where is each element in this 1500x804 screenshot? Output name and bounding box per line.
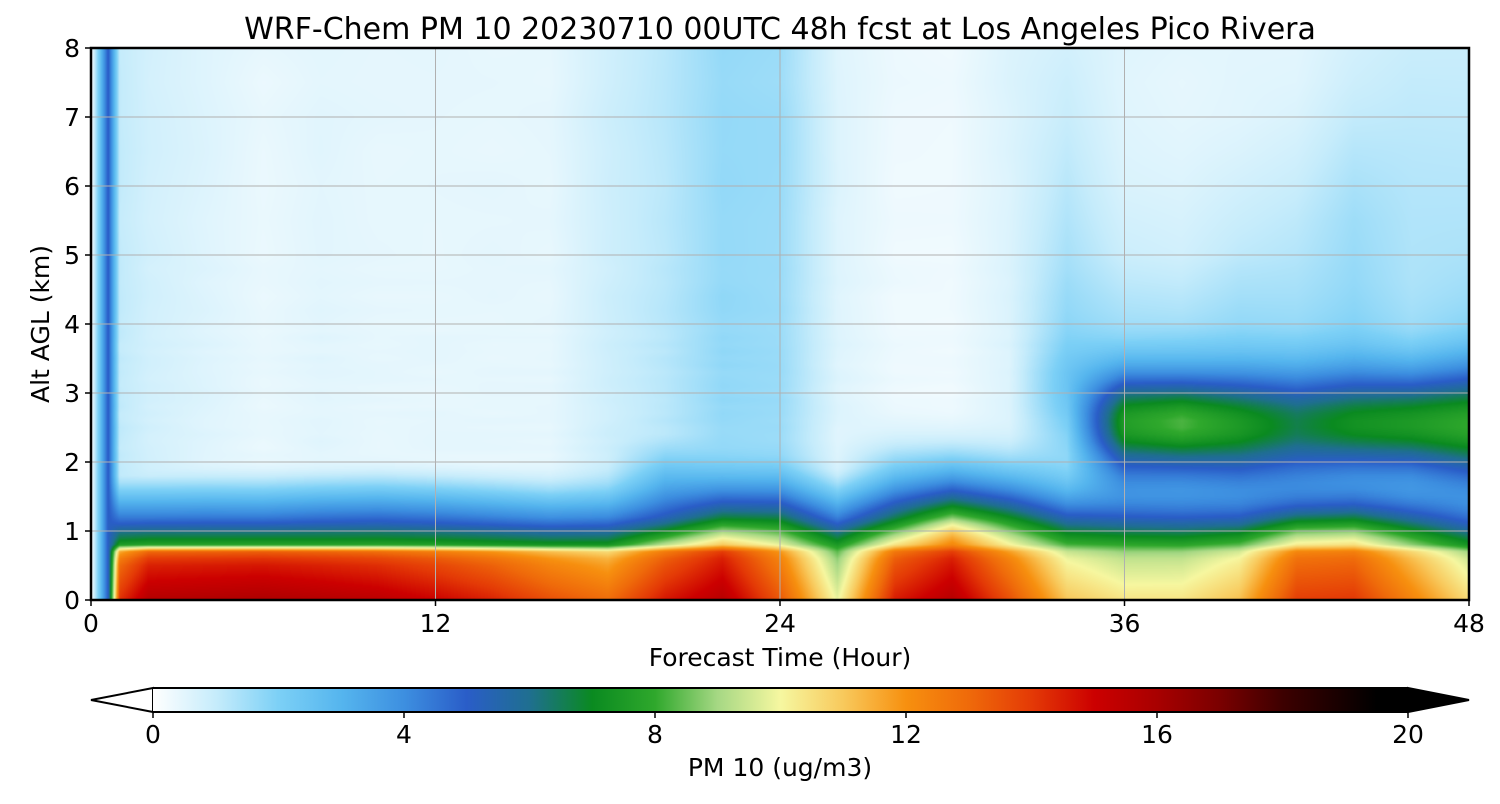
y-tick-label: 6 bbox=[64, 172, 80, 201]
x-tick-label: 48 bbox=[1453, 609, 1485, 638]
y-tick-label: 7 bbox=[64, 103, 80, 132]
x-axis-label: Forecast Time (Hour) bbox=[649, 643, 912, 672]
colorbar-extend-low bbox=[90, 686, 154, 714]
x-axis-ticks: 0 12 24 36 48 bbox=[83, 600, 1485, 638]
chart-title: WRF-Chem PM 10 20230710 00UTC 48h fcst a… bbox=[244, 12, 1316, 47]
x-tick-label: 36 bbox=[1109, 609, 1141, 638]
colorbar: 0 4 8 12 16 20 PM 10 (ug/m3) bbox=[90, 686, 1470, 782]
x-tick-label: 12 bbox=[420, 609, 452, 638]
colorbar-tick-label: 20 bbox=[1392, 720, 1424, 749]
colorbar-extend-high bbox=[1407, 686, 1470, 714]
colorbar-label: PM 10 (ug/m3) bbox=[688, 753, 872, 782]
colorbar-tick-label: 8 bbox=[647, 720, 663, 749]
y-tick-label: 5 bbox=[64, 241, 80, 270]
colorbar-ticks: 0 4 8 12 16 20 bbox=[145, 712, 1424, 749]
colorbar-tick-label: 0 bbox=[145, 720, 161, 749]
y-tick-label: 8 bbox=[64, 34, 80, 63]
y-axis-label: Alt AGL (km) bbox=[26, 245, 55, 403]
x-tick-label: 24 bbox=[764, 609, 796, 638]
colorbar-tick-label: 12 bbox=[890, 720, 922, 749]
y-tick-label: 2 bbox=[64, 448, 80, 477]
x-tick-label: 0 bbox=[83, 609, 99, 638]
y-tick-label: 4 bbox=[64, 310, 80, 339]
colorbar-tick-label: 16 bbox=[1141, 720, 1173, 749]
grid-lines bbox=[91, 48, 1469, 600]
y-tick-label: 3 bbox=[64, 379, 80, 408]
y-tick-label: 0 bbox=[64, 586, 80, 615]
colorbar-tick-label: 4 bbox=[396, 720, 412, 749]
y-axis-ticks: 0 1 2 3 4 5 6 7 8 bbox=[64, 34, 91, 615]
y-tick-label: 1 bbox=[64, 517, 80, 546]
colorbar-gradient bbox=[153, 688, 1408, 712]
